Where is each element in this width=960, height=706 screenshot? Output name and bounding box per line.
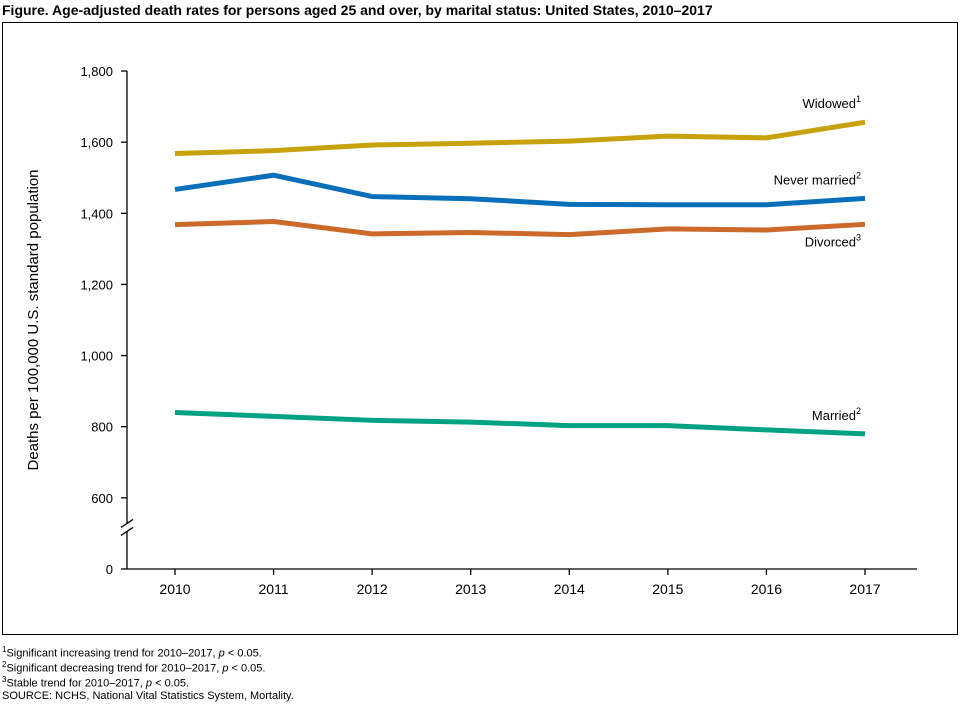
series-label: Never married2 bbox=[774, 170, 861, 187]
x-tick-label: 2012 bbox=[357, 581, 388, 597]
line bbox=[174, 409, 866, 437]
series-name: Married bbox=[812, 408, 856, 423]
chart-title: Figure. Age-adjusted death rates for per… bbox=[2, 2, 713, 18]
footnote-text: Stable trend for 2010–2017, bbox=[6, 677, 146, 690]
footnote-text: < 0.05. bbox=[228, 662, 266, 675]
footnote-text: Significant increasing trend for 2010–20… bbox=[6, 647, 219, 660]
footnote-italic: p bbox=[218, 647, 225, 660]
x-tick-label: 2010 bbox=[159, 581, 190, 597]
x-tick-label: 2014 bbox=[554, 581, 585, 597]
y-tick-label: 1,000 bbox=[80, 349, 113, 364]
footnote-text: Significant decreasing trend for 2010–20… bbox=[6, 662, 223, 675]
series-label: Married2 bbox=[812, 406, 861, 423]
series-label: Widowed1 bbox=[803, 94, 861, 111]
x-tick-label: 2013 bbox=[455, 581, 486, 597]
footnote-italic: p bbox=[145, 677, 153, 690]
chart: Figure. Age-adjusted death rates for per… bbox=[2, 2, 958, 635]
y-tick-label: 1,800 bbox=[80, 64, 113, 79]
series-name: Never married bbox=[774, 172, 856, 187]
line bbox=[174, 172, 866, 208]
footnote: 1Significant increasing trend for 2010–2… bbox=[2, 645, 262, 660]
series-name: Widowed bbox=[803, 96, 856, 111]
line bbox=[174, 218, 866, 238]
series-note: 2 bbox=[856, 406, 861, 416]
footnote-text: < 0.05. bbox=[224, 647, 262, 660]
footnote-mark: 2 bbox=[2, 660, 7, 669]
series-label: Divorced3 bbox=[805, 232, 861, 249]
y-tick-label: 1,600 bbox=[80, 135, 113, 150]
series-note: 1 bbox=[856, 94, 861, 104]
y-tick-label: 0 bbox=[106, 562, 113, 577]
x-tick-label: 2016 bbox=[751, 581, 782, 597]
footnote-text: < 0.05. bbox=[152, 677, 190, 690]
y-axis-label: Deaths per 100,000 U.S. standard populat… bbox=[25, 169, 42, 470]
axis-break bbox=[120, 518, 134, 528]
source: SOURCE: NCHS, National Vital Statistics … bbox=[2, 690, 294, 702]
series-note: 3 bbox=[856, 232, 861, 242]
footnote-italic: p bbox=[222, 662, 229, 675]
axis-break bbox=[120, 526, 134, 536]
footnote: 2Significant decreasing trend for 2010–2… bbox=[2, 660, 265, 675]
x-tick-label: 2017 bbox=[849, 581, 880, 597]
frame bbox=[2, 22, 958, 635]
x-tick-label: 2011 bbox=[259, 581, 289, 597]
x-tick-label: 2015 bbox=[652, 581, 683, 597]
footnote: 3Stable trend for 2010–2017, p < 0.05. bbox=[2, 675, 189, 690]
line bbox=[174, 119, 866, 157]
series-note: 2 bbox=[856, 170, 861, 180]
y-tick-label: 1,200 bbox=[80, 277, 113, 292]
footnote-mark: 3 bbox=[2, 675, 7, 684]
footnote-mark: 1 bbox=[2, 645, 7, 654]
y-tick-label: 1,400 bbox=[80, 206, 113, 221]
y-tick-label: 800 bbox=[91, 420, 113, 435]
series-name: Divorced bbox=[805, 234, 856, 249]
y-tick-label: 600 bbox=[91, 491, 113, 506]
